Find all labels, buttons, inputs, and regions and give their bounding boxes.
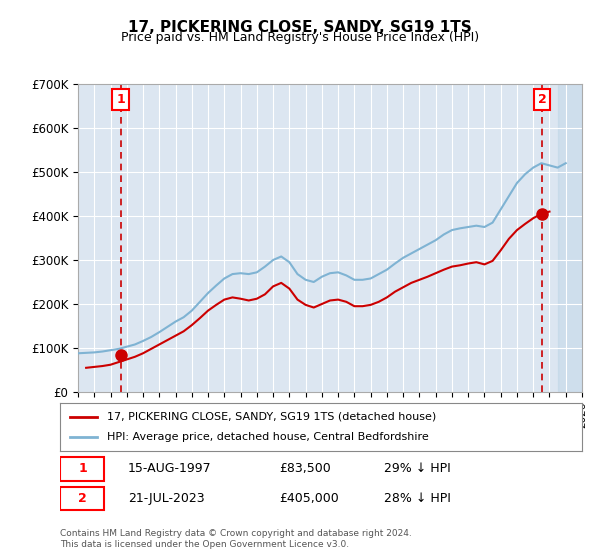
Text: £405,000: £405,000	[279, 492, 339, 505]
Text: HPI: Average price, detached house, Central Bedfordshire: HPI: Average price, detached house, Cent…	[107, 432, 429, 442]
Text: 2: 2	[78, 492, 87, 505]
Text: 15-AUG-1997: 15-AUG-1997	[128, 463, 211, 475]
Text: 17, PICKERING CLOSE, SANDY, SG19 1TS (detached house): 17, PICKERING CLOSE, SANDY, SG19 1TS (de…	[107, 412, 436, 422]
Bar	[557, 84, 582, 392]
Text: 17, PICKERING CLOSE, SANDY, SG19 1TS: 17, PICKERING CLOSE, SANDY, SG19 1TS	[128, 20, 472, 35]
FancyBboxPatch shape	[60, 487, 104, 510]
Text: 1: 1	[78, 463, 87, 475]
FancyBboxPatch shape	[60, 457, 104, 480]
Text: 29% ↓ HPI: 29% ↓ HPI	[383, 463, 451, 475]
Text: Contains HM Land Registry data © Crown copyright and database right 2024.
This d: Contains HM Land Registry data © Crown c…	[60, 529, 412, 549]
Text: £83,500: £83,500	[279, 463, 331, 475]
Text: 28% ↓ HPI: 28% ↓ HPI	[383, 492, 451, 505]
Text: Price paid vs. HM Land Registry's House Price Index (HPI): Price paid vs. HM Land Registry's House …	[121, 31, 479, 44]
Text: 2: 2	[538, 93, 547, 106]
Text: 1: 1	[116, 93, 125, 106]
Text: 21-JUL-2023: 21-JUL-2023	[128, 492, 205, 505]
